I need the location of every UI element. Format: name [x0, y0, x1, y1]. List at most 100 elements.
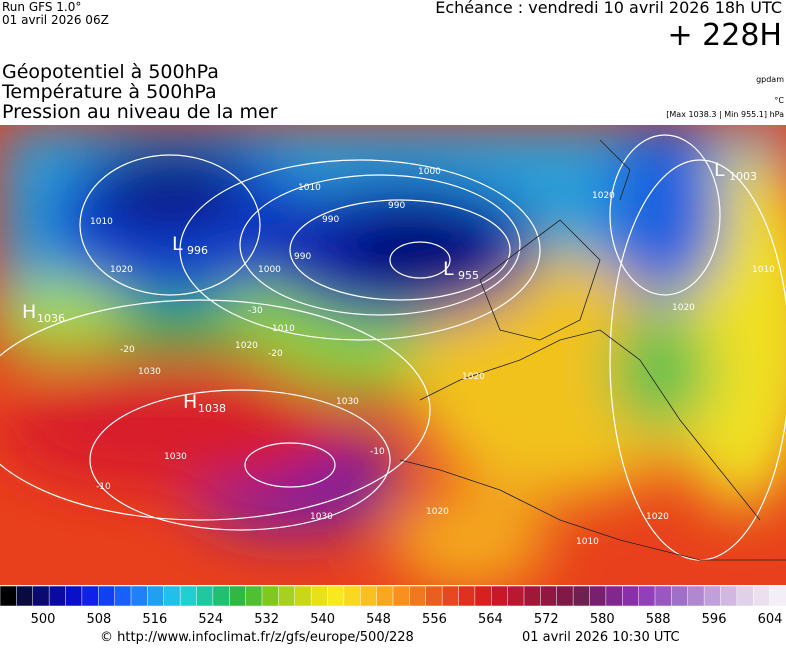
colorbar-label: 508	[87, 612, 112, 627]
contour-label: 1020	[592, 191, 615, 201]
contour-label: 1030	[164, 452, 187, 462]
colorbar-swatch	[245, 585, 263, 607]
colorbar-swatch	[392, 585, 411, 607]
colorbar-swatch	[278, 585, 296, 607]
lead-time: + 228H	[667, 18, 783, 53]
colorbar-swatch	[130, 585, 149, 607]
colorbar-label: 604	[758, 612, 783, 627]
contour-label: 990	[294, 252, 311, 262]
source-url: © http://www.infoclimat.fr/z/gfs/europe/…	[100, 630, 414, 645]
colorbar-swatch	[622, 585, 640, 607]
contour-label: -10	[370, 447, 385, 457]
colorbar-swatch	[720, 585, 738, 607]
pressure-center-value: 996	[187, 244, 208, 257]
contour-label: 1000	[418, 167, 441, 177]
contour-label: 1010	[752, 265, 775, 275]
colorbar-swatch	[556, 585, 574, 607]
colorbar-label: 548	[366, 612, 391, 627]
colorbar-swatch	[572, 585, 591, 607]
issued-date: 01 avril 2026 10:30 UTC	[522, 630, 680, 645]
title: Température à 500hPa	[2, 81, 217, 103]
colorbar-swatch	[65, 585, 83, 607]
colorbar-swatch	[769, 585, 786, 607]
colorbar-swatch	[507, 585, 525, 607]
colorbar-swatch	[81, 585, 99, 607]
contour-label: -20	[120, 345, 135, 355]
contour-label: 1020	[672, 303, 695, 313]
colorbar-swatch	[98, 585, 116, 607]
colorbar-swatch	[376, 585, 394, 607]
colorbar-swatch	[310, 585, 329, 607]
colorbar-swatch	[179, 585, 198, 607]
colorbar-swatch	[32, 585, 50, 607]
colorbar-label: 556	[422, 612, 447, 627]
colorbar-swatch	[703, 585, 722, 607]
colorbar-swatch	[458, 585, 476, 607]
colorbar-swatch	[343, 585, 361, 607]
title: Géopotentiel à 500hPa	[2, 61, 219, 83]
contour-label: 1020	[426, 507, 449, 517]
colorbar-swatch	[589, 585, 607, 607]
colorbar-swatch	[212, 585, 230, 607]
colorbar-swatch	[523, 585, 542, 607]
contour-label: -10	[96, 482, 111, 492]
colorbar-label: 564	[478, 612, 503, 627]
colorbar-swatch	[441, 585, 460, 607]
contour-label: -20	[268, 349, 283, 359]
colorbar-swatch	[474, 585, 492, 607]
colorbar-swatch	[360, 585, 378, 607]
pressure-center-letter: L	[172, 233, 183, 255]
colorbar-swatch	[638, 585, 656, 607]
echeance: Echéance : vendredi 10 avril 2026 18h UT…	[435, 0, 782, 17]
colorbar-swatch	[425, 585, 443, 607]
colorbar-swatch	[687, 585, 705, 607]
colorbar-label: 516	[142, 612, 167, 627]
title: Pression au niveau de la mer	[2, 101, 278, 123]
colorbar-swatch	[114, 585, 132, 607]
field	[0, 125, 786, 585]
contour-label: 990	[322, 215, 339, 225]
colorbar-swatch	[261, 585, 280, 607]
contour-label: 1020	[110, 265, 133, 275]
colorbar-swatch	[196, 585, 214, 607]
run: Run GFS 1.0°	[2, 0, 82, 14]
contour-label: 1000	[258, 265, 281, 275]
colorbar-swatch	[671, 585, 689, 607]
colorbar-swatch	[605, 585, 623, 607]
unit: gpdam	[756, 75, 784, 84]
run-time: 01 avril 2026 06Z	[2, 13, 109, 27]
colorbar-swatch	[654, 585, 673, 607]
contour-label: 1030	[336, 397, 359, 407]
colorbar-swatch	[0, 585, 18, 607]
unit: °C	[774, 96, 784, 105]
colorbar-label: 596	[702, 612, 727, 627]
colorbar-label: 540	[310, 612, 335, 627]
pressure-center-value: 1036	[37, 312, 65, 325]
colorbar-swatch	[163, 585, 181, 607]
colorbar-label: 588	[646, 612, 671, 627]
pressure-center-value: 1038	[198, 402, 226, 415]
contour-label: 1020	[235, 341, 258, 351]
contour-label: 1010	[298, 183, 321, 193]
colorbar-swatch	[327, 585, 345, 607]
pressure-center-letter: L	[714, 159, 725, 181]
unit: [Max 1038.3 | Min 955.1] hPa	[666, 110, 784, 119]
contour-label: -30	[248, 306, 263, 316]
colorbar-label: 580	[590, 612, 615, 627]
pressure-center-value: 1003	[729, 170, 757, 183]
colorbar-label: 500	[31, 612, 56, 627]
pressure-center-letter: L	[443, 258, 454, 280]
pressure-center-letter: H	[183, 391, 197, 413]
contour-label: 1010	[272, 324, 295, 334]
colorbar-swatch	[409, 585, 427, 607]
contour-label: 1030	[310, 512, 333, 522]
colorbar-swatch	[540, 585, 558, 607]
pressure-center-value: 955	[458, 269, 479, 282]
colorbar-swatch	[147, 585, 165, 607]
colorbar-swatch	[229, 585, 247, 607]
colorbar-swatch	[736, 585, 754, 607]
colorbar-swatch	[294, 585, 312, 607]
contour-label: 1020	[646, 512, 669, 522]
